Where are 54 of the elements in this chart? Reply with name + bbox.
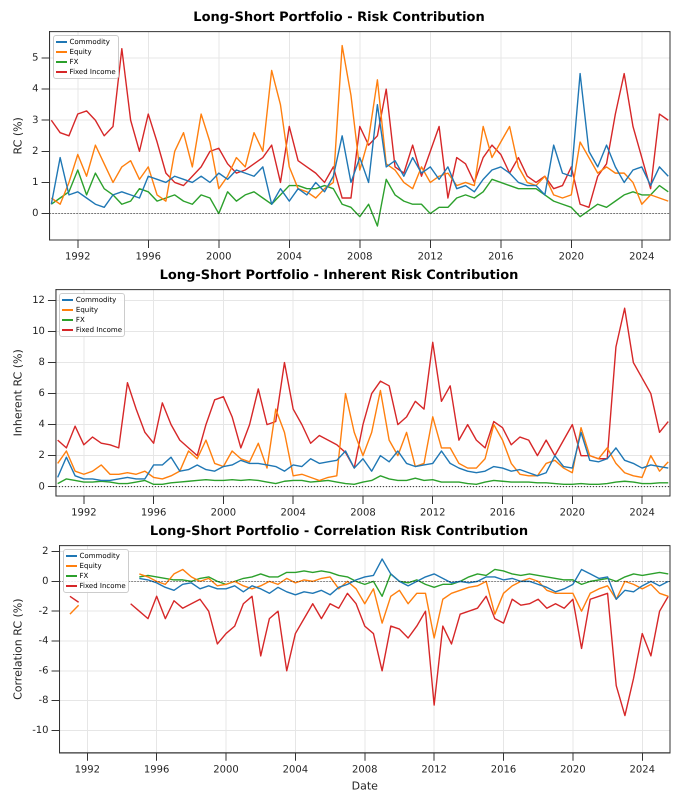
y-tick-label: 2 <box>38 450 45 462</box>
x-tick-label: 1996 <box>144 764 170 776</box>
y-tick-label: -8 <box>38 695 49 706</box>
y-tick-label: 2 <box>32 146 39 157</box>
y-tick-label: 0 <box>32 208 39 220</box>
x-tick-label: 2000 <box>210 508 236 519</box>
chart-title: Long-Short Portfolio - Correlation Risk Contribution <box>150 524 528 540</box>
y-tick-label: -4 <box>38 636 49 647</box>
y-tick-label: 8 <box>38 357 45 368</box>
x-tick-label: 2020 <box>560 508 586 519</box>
x-tick-label: 1996 <box>140 508 166 519</box>
x-tick-label: 2016 <box>490 764 516 776</box>
y-tick-label: 2 <box>42 546 49 558</box>
y-tick-label: -10 <box>32 725 49 736</box>
x-axis-title: Date <box>352 779 378 792</box>
x-tick-label: 1992 <box>74 764 100 776</box>
y-tick-label: -6 <box>38 665 49 676</box>
x-tick-label: 2016 <box>490 508 516 519</box>
y-axis-title: Inherent RC (%) <box>11 349 24 436</box>
y-tick-label: 5 <box>32 52 39 64</box>
x-tick-label: 2008 <box>350 508 376 519</box>
y-axis-title: RC (%) <box>11 117 24 154</box>
x-tick-label: 2004 <box>282 764 308 776</box>
y-tick-label: 0 <box>38 481 45 492</box>
x-tick-label: 2020 <box>560 764 586 776</box>
x-tick-label: 1996 <box>136 252 161 263</box>
x-tick-label: 2012 <box>418 252 444 263</box>
y-axis-title: Correlation RC (%) <box>11 598 24 700</box>
x-tick-label: 2012 <box>420 508 446 519</box>
y-tick-label: 4 <box>38 419 45 430</box>
x-tick-label: 2004 <box>276 252 302 263</box>
x-tick-label: 2008 <box>347 252 373 263</box>
y-tick-label: 0 <box>42 576 49 587</box>
x-tick-label: 2016 <box>488 252 514 263</box>
x-tick-label: 2008 <box>352 764 378 776</box>
x-tick-label: 2000 <box>213 764 239 776</box>
x-tick-label: 2024 <box>629 508 655 519</box>
x-tick-label: 1992 <box>65 252 90 263</box>
y-tick-label: 1 <box>32 177 39 188</box>
x-tick-label: 2000 <box>206 252 232 263</box>
chart-title: Long-Short Portfolio - Inherent Risk Contribution <box>160 268 518 284</box>
x-tick-label: 2020 <box>558 252 584 263</box>
x-tick-label: 2012 <box>421 764 447 776</box>
y-tick-label: 10 <box>32 326 45 338</box>
y-tick-label: 3 <box>32 114 39 126</box>
y-tick-label: 12 <box>32 295 45 306</box>
y-tick-label: 6 <box>38 388 45 400</box>
chart-title: Long-Short Portfolio - Risk Contribution <box>193 10 485 26</box>
y-tick-label: 4 <box>32 84 39 95</box>
x-tick-label: 1992 <box>71 508 97 519</box>
x-tick-label: 2004 <box>280 508 306 519</box>
y-tick-label: -2 <box>38 606 49 617</box>
x-tick-label: 2024 <box>629 252 655 263</box>
x-tick-label: 2024 <box>630 764 655 776</box>
